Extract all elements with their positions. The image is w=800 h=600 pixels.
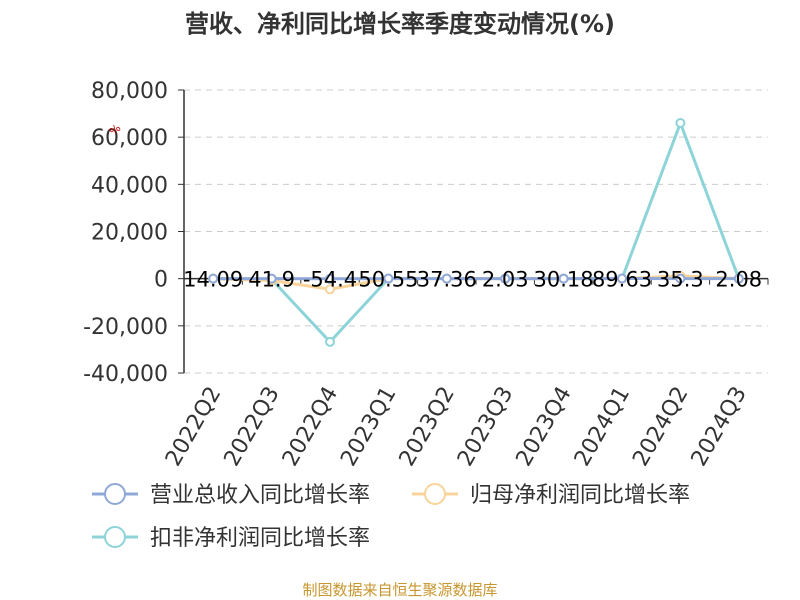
data-point bbox=[266, 273, 277, 284]
source-note: 制图数据来自恒生聚源数据库 bbox=[302, 581, 497, 599]
legend-item[interactable]: 扣非净利润同比增长率 bbox=[92, 526, 370, 551]
legend-label: 扣非净利润同比增长率 bbox=[150, 526, 370, 551]
data-point bbox=[617, 273, 627, 284]
legend-marker bbox=[424, 483, 446, 505]
x-tick-label: 2023Q2 bbox=[395, 383, 460, 471]
data-label: -54.4 bbox=[303, 268, 357, 292]
x-tick-label: 2023Q4 bbox=[511, 383, 576, 471]
y-tick-label: -20,000 bbox=[83, 315, 168, 340]
data-point bbox=[383, 273, 394, 284]
legend-marker bbox=[104, 483, 126, 505]
grid bbox=[184, 89, 768, 374]
y-tick-label: 40,000 bbox=[91, 173, 168, 198]
data-point bbox=[558, 273, 569, 284]
data-label: 35.3 bbox=[657, 268, 704, 292]
data-label: 89.63 bbox=[592, 268, 652, 292]
legend-label: 归母净利润同比增长率 bbox=[470, 483, 690, 508]
data-label: 50.55 bbox=[358, 268, 418, 292]
series-layer bbox=[208, 118, 744, 347]
data-point bbox=[500, 273, 511, 284]
legend-item[interactable]: 归母净利润同比增长率 bbox=[412, 483, 690, 508]
data-label: 41.9 bbox=[248, 268, 295, 292]
data-point bbox=[325, 284, 335, 295]
legend-marker bbox=[104, 526, 126, 548]
x-tick-label: 2022Q3 bbox=[219, 383, 284, 471]
legend-label: 营业总收入同比增长率 bbox=[150, 483, 370, 508]
x-tick-label: 2022Q2 bbox=[161, 383, 226, 471]
axes: 80,000 60,000 40,000 20,000 0 -20,000 -40,000 bbox=[83, 79, 769, 387]
data-point bbox=[208, 273, 219, 284]
data-point bbox=[675, 118, 686, 129]
data-label: 2.03 bbox=[482, 268, 529, 292]
y-tick-label: 0 bbox=[154, 268, 168, 293]
series-line bbox=[213, 118, 741, 345]
data-label: 14.09 bbox=[183, 268, 243, 292]
data-point bbox=[325, 336, 335, 347]
data-label: 37.36 bbox=[417, 268, 477, 292]
x-tick-label: 2023Q1 bbox=[336, 383, 401, 471]
data-label: 2.08 bbox=[715, 268, 762, 292]
y-tick-label: 80,000 bbox=[91, 79, 168, 104]
data-point bbox=[441, 273, 452, 284]
x-tick-label: 2024Q3 bbox=[687, 383, 752, 471]
chart-title: 营收、净利同比增长率季度变动情况(%) bbox=[185, 10, 615, 38]
y-tick-label: 60,000 bbox=[91, 126, 168, 151]
x-tick-label: 2023Q3 bbox=[453, 383, 518, 471]
y-tick-label: -40,000 bbox=[83, 362, 168, 387]
data-point bbox=[733, 273, 744, 284]
data-point bbox=[325, 273, 335, 284]
y-tick-label: 20,000 bbox=[91, 221, 168, 246]
x-tick-labels: 2022Q22022Q32022Q42023Q12023Q22023Q32023… bbox=[161, 383, 752, 471]
x-tick-label: 2024Q2 bbox=[628, 383, 693, 471]
data-label: 30.18 bbox=[534, 268, 594, 292]
data-point bbox=[675, 273, 686, 284]
x-tick-label: 2024Q1 bbox=[570, 383, 635, 471]
legend-item[interactable]: 营业总收入同比增长率 bbox=[92, 483, 370, 508]
x-tick-label: 2022Q4 bbox=[278, 383, 343, 471]
